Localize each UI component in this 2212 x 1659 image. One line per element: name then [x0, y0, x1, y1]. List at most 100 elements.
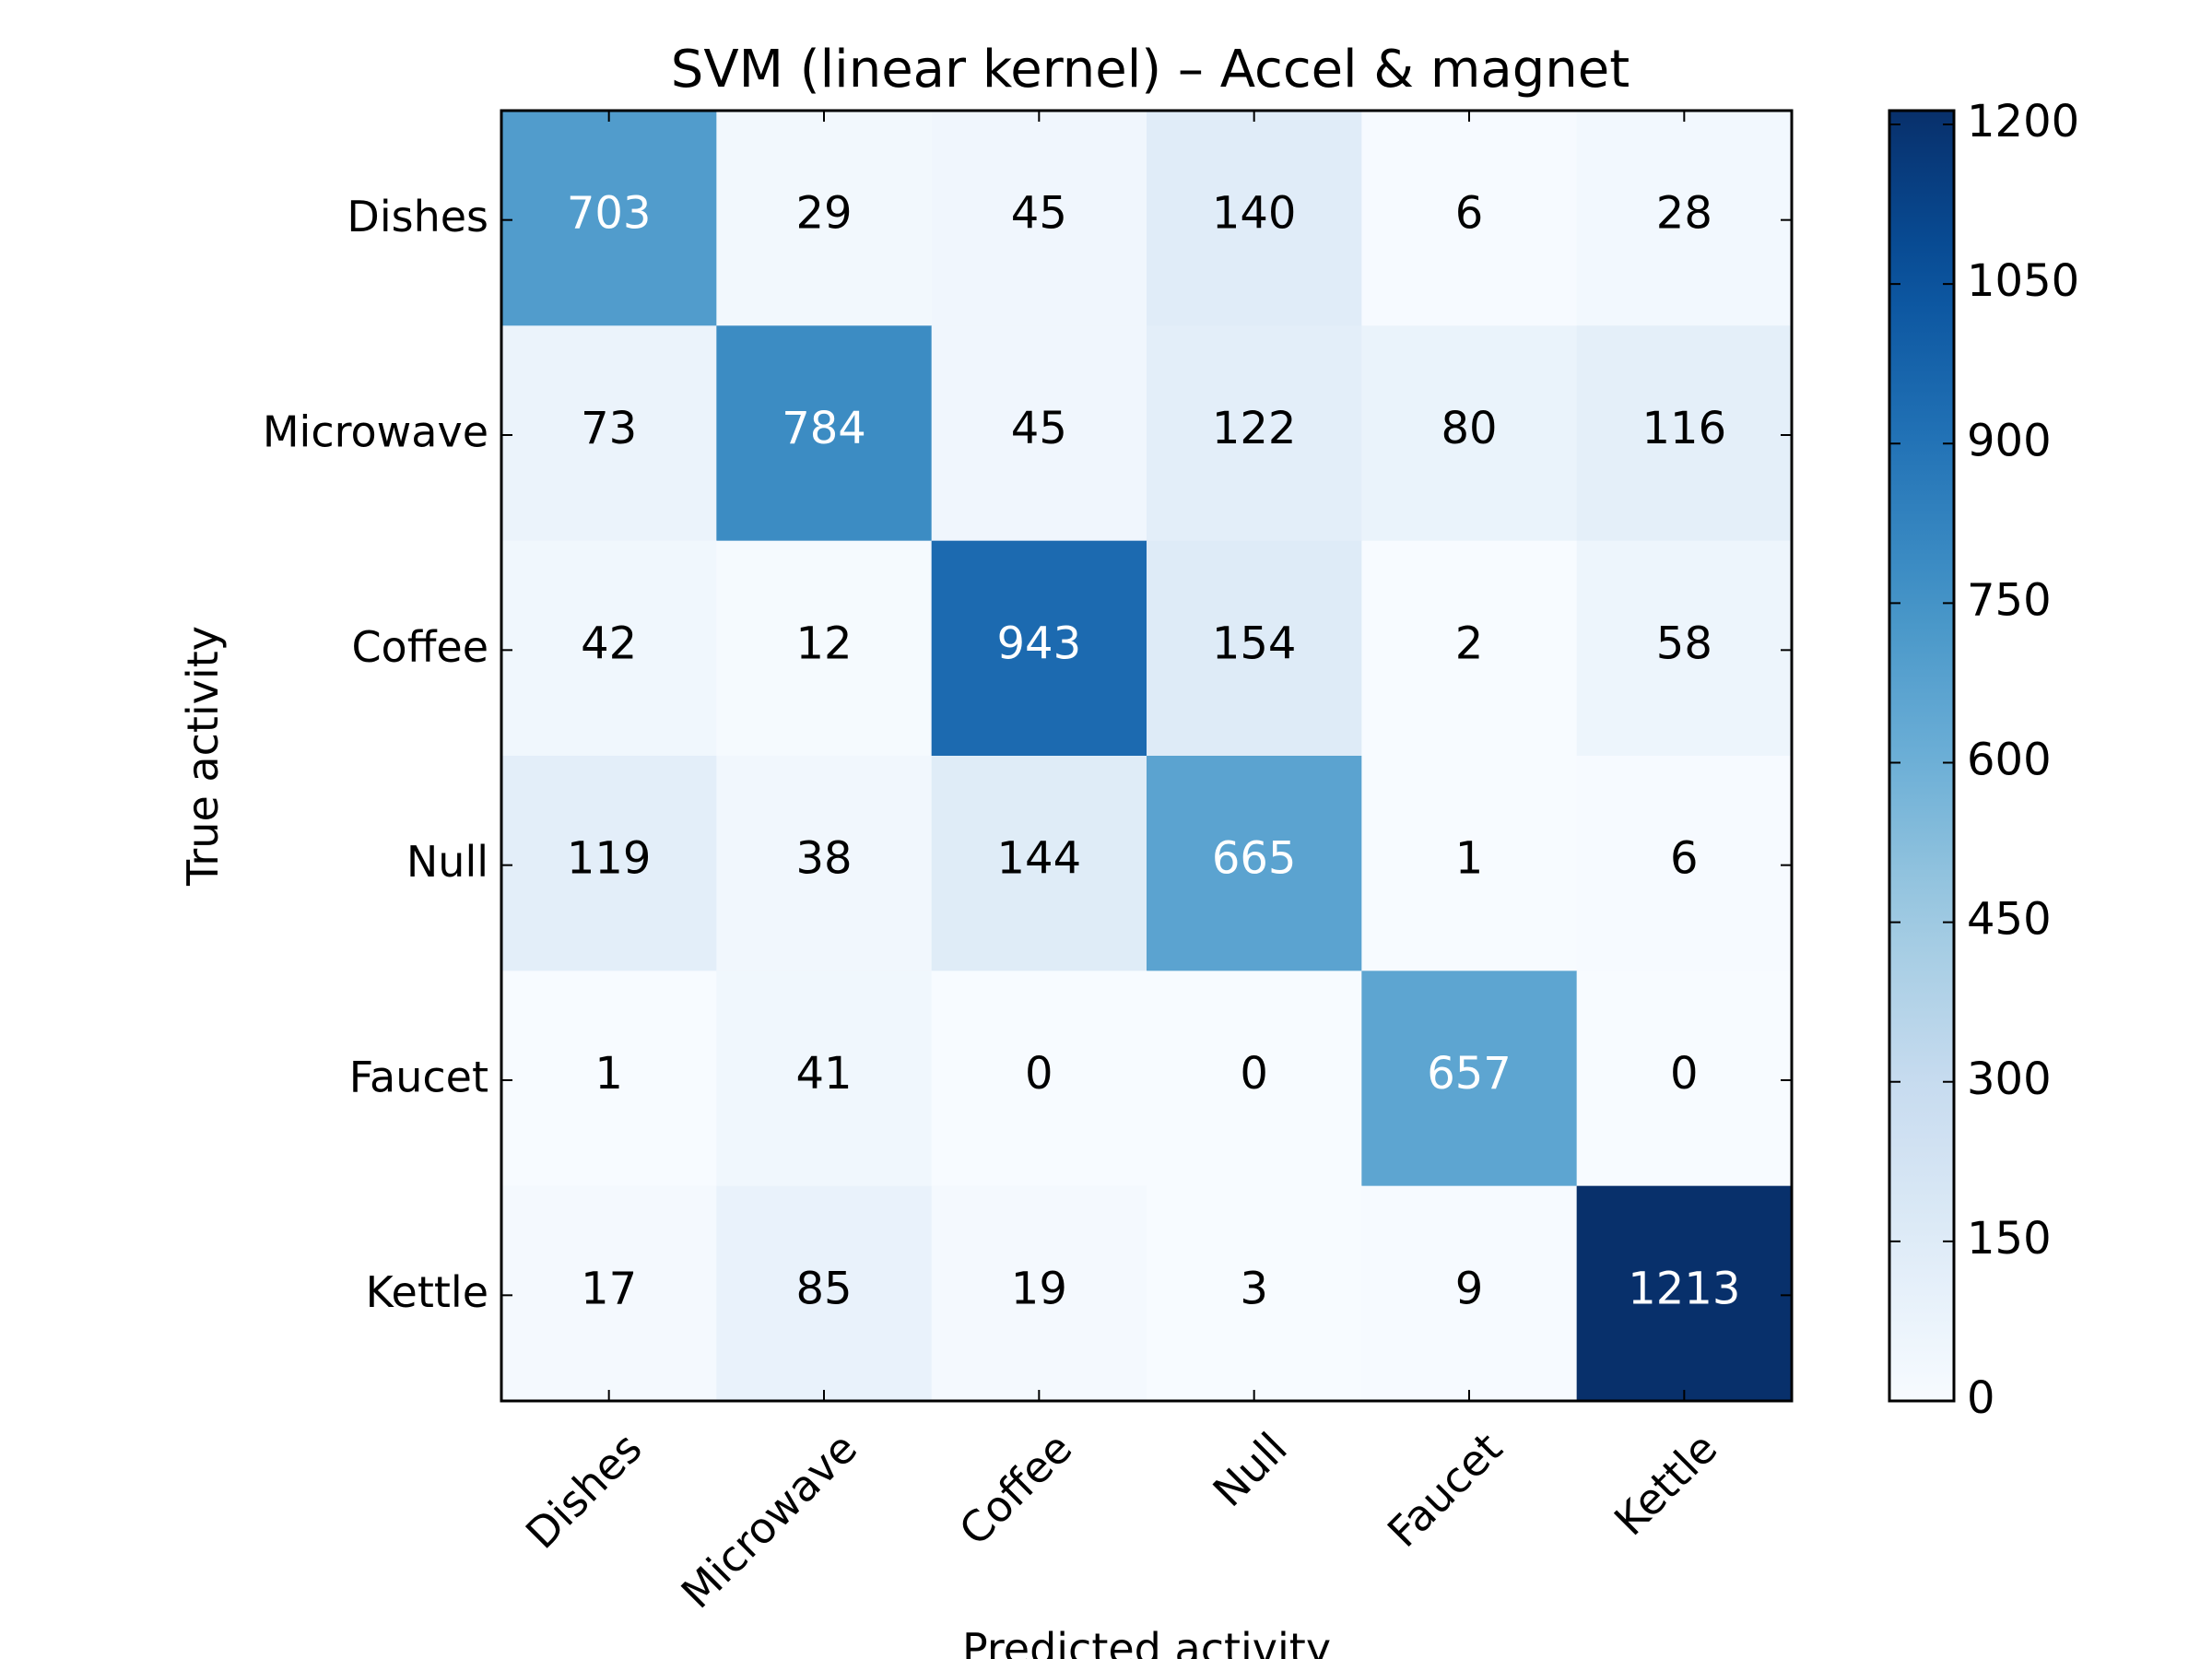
cell-value-label: 140 [1212, 188, 1297, 240]
heatmap-cell [931, 540, 1147, 757]
colorbar-gradient [1889, 111, 1954, 1401]
heatmap-cell [1576, 111, 1793, 326]
colorbar-tick-label: 1050 [1967, 255, 2079, 307]
x-tick-label: Dishes [516, 1423, 652, 1559]
heatmap-cell [501, 325, 717, 542]
colorbar-ticks: 0 150 300 450 600 750 900 1050 1200 [1889, 96, 2079, 1424]
cell-value-label: 41 [795, 1048, 852, 1100]
plot-frame [500, 109, 1794, 1403]
x-tick-label: Faucet [1378, 1423, 1512, 1557]
colorbar-tick-label: 600 [1967, 735, 2052, 786]
cell-value-label: 665 [1212, 833, 1297, 885]
colorbar-tick-label: 0 [1967, 1372, 1995, 1424]
cell-value-label: 28 [1656, 188, 1712, 240]
cell-value-label: 85 [795, 1263, 852, 1314]
cell-value-label: 29 [795, 188, 852, 240]
cell-value-label: 2 [1455, 618, 1484, 669]
cell-value-label: 144 [997, 833, 1082, 885]
heatmap-cell [1147, 325, 1362, 542]
cell-value-label: 1213 [1628, 1263, 1740, 1314]
cell-value-label: 784 [782, 403, 866, 454]
colorbar-tick-label: 1200 [1967, 96, 2079, 147]
y-axis-ticks: Dishes Microwave Coffee Null Faucet Kettle [263, 192, 1792, 1317]
colorbar-tick-label: 750 [1967, 574, 2052, 626]
cell-value-label: 45 [1011, 188, 1067, 240]
cell-value-label: 80 [1441, 403, 1497, 454]
cell-value-label: 122 [1212, 403, 1297, 454]
heatmap-cell [716, 111, 933, 326]
cell-value-label: 1 [594, 1048, 623, 1100]
heatmap-cell [501, 1185, 717, 1402]
cell-value-label: 6 [1670, 833, 1699, 885]
y-tick-label: Coffee [351, 622, 488, 672]
heatmap-cell [716, 756, 933, 971]
heatmap-cell [501, 971, 717, 1187]
cell-value-label: 42 [581, 618, 637, 669]
y-tick-label: Null [406, 837, 488, 887]
chart-title: SVM (linear kernel) – Accel & magnet [671, 40, 1630, 100]
cell-value-label: 657 [1427, 1048, 1512, 1100]
heatmap-cell [1361, 971, 1578, 1187]
cell-value-label: 943 [997, 618, 1082, 669]
heatmap-cell [1147, 1185, 1362, 1402]
y-tick-label: Microwave [263, 407, 488, 457]
heatmap-cell [1147, 540, 1362, 757]
heatmap-cell [716, 325, 933, 542]
x-tick-label: Coffee [949, 1423, 1081, 1555]
cell-value-label: 116 [1642, 403, 1727, 454]
cell-value-label: 12 [795, 618, 852, 669]
cell-value-label: 58 [1656, 618, 1712, 669]
y-tick-label: Dishes [347, 192, 488, 241]
cell-value-label: 1 [1455, 833, 1484, 885]
heatmap-cell [501, 111, 717, 326]
heatmap-cell [1147, 111, 1362, 326]
heatmap-cell [1576, 325, 1793, 542]
heatmap-cell [931, 1185, 1147, 1402]
heatmap-cell [931, 325, 1147, 542]
heatmap-cells [501, 111, 1793, 1402]
cell-value-label: 119 [567, 833, 652, 885]
x-axis-label: Predicted activity [962, 1624, 1331, 1659]
y-axis-label: True activity [178, 626, 228, 887]
cell-value-label: 6 [1455, 188, 1484, 240]
heatmap-cell [1361, 756, 1578, 971]
heatmap-cell [1147, 756, 1362, 971]
heatmap-cell [716, 971, 933, 1187]
heatmap-cell [1576, 540, 1793, 757]
colorbar-tick-label: 450 [1967, 894, 2052, 946]
heatmap-cell [931, 971, 1147, 1187]
heatmap-cell [501, 756, 717, 971]
cell-value-label: 0 [1025, 1048, 1053, 1100]
cell-value-label: 38 [795, 833, 852, 885]
x-tick-label: Null [1204, 1423, 1297, 1516]
heatmap-cell [1576, 756, 1793, 971]
cell-value-label: 45 [1011, 403, 1067, 454]
y-tick-label: Kettle [366, 1267, 488, 1317]
y-tick-label: Faucet [349, 1053, 488, 1102]
cell-value-label: 19 [1011, 1263, 1067, 1314]
heatmap-cell [716, 1185, 933, 1402]
cell-value-label: 0 [1670, 1048, 1699, 1100]
heatmap-cell [1361, 1185, 1578, 1402]
colorbar-frame [1888, 109, 1956, 1403]
x-tick-label: Kettle [1605, 1423, 1726, 1545]
colorbar-tick-label: 900 [1967, 415, 2052, 466]
heatmap-cell [1361, 325, 1578, 542]
cell-value-label: 73 [581, 403, 637, 454]
heatmap-cell [716, 540, 933, 757]
heatmap-cell [931, 111, 1147, 326]
colorbar: 0 150 300 450 600 750 900 1050 1200 [1888, 96, 2079, 1424]
cell-value-label: 17 [581, 1263, 637, 1314]
heatmap-cell [1576, 971, 1793, 1187]
cell-value-label: 3 [1240, 1263, 1268, 1314]
cell-value-label: 154 [1212, 618, 1297, 669]
heatmap-cell [1576, 1185, 1793, 1402]
cell-value-label: 9 [1455, 1263, 1484, 1314]
x-tick-label: Microwave [672, 1423, 867, 1618]
colorbar-tick-label: 300 [1967, 1053, 2052, 1105]
heatmap-cell [931, 756, 1147, 971]
cell-value-label: 703 [567, 188, 652, 240]
colorbar-tick-label: 150 [1967, 1213, 2052, 1265]
